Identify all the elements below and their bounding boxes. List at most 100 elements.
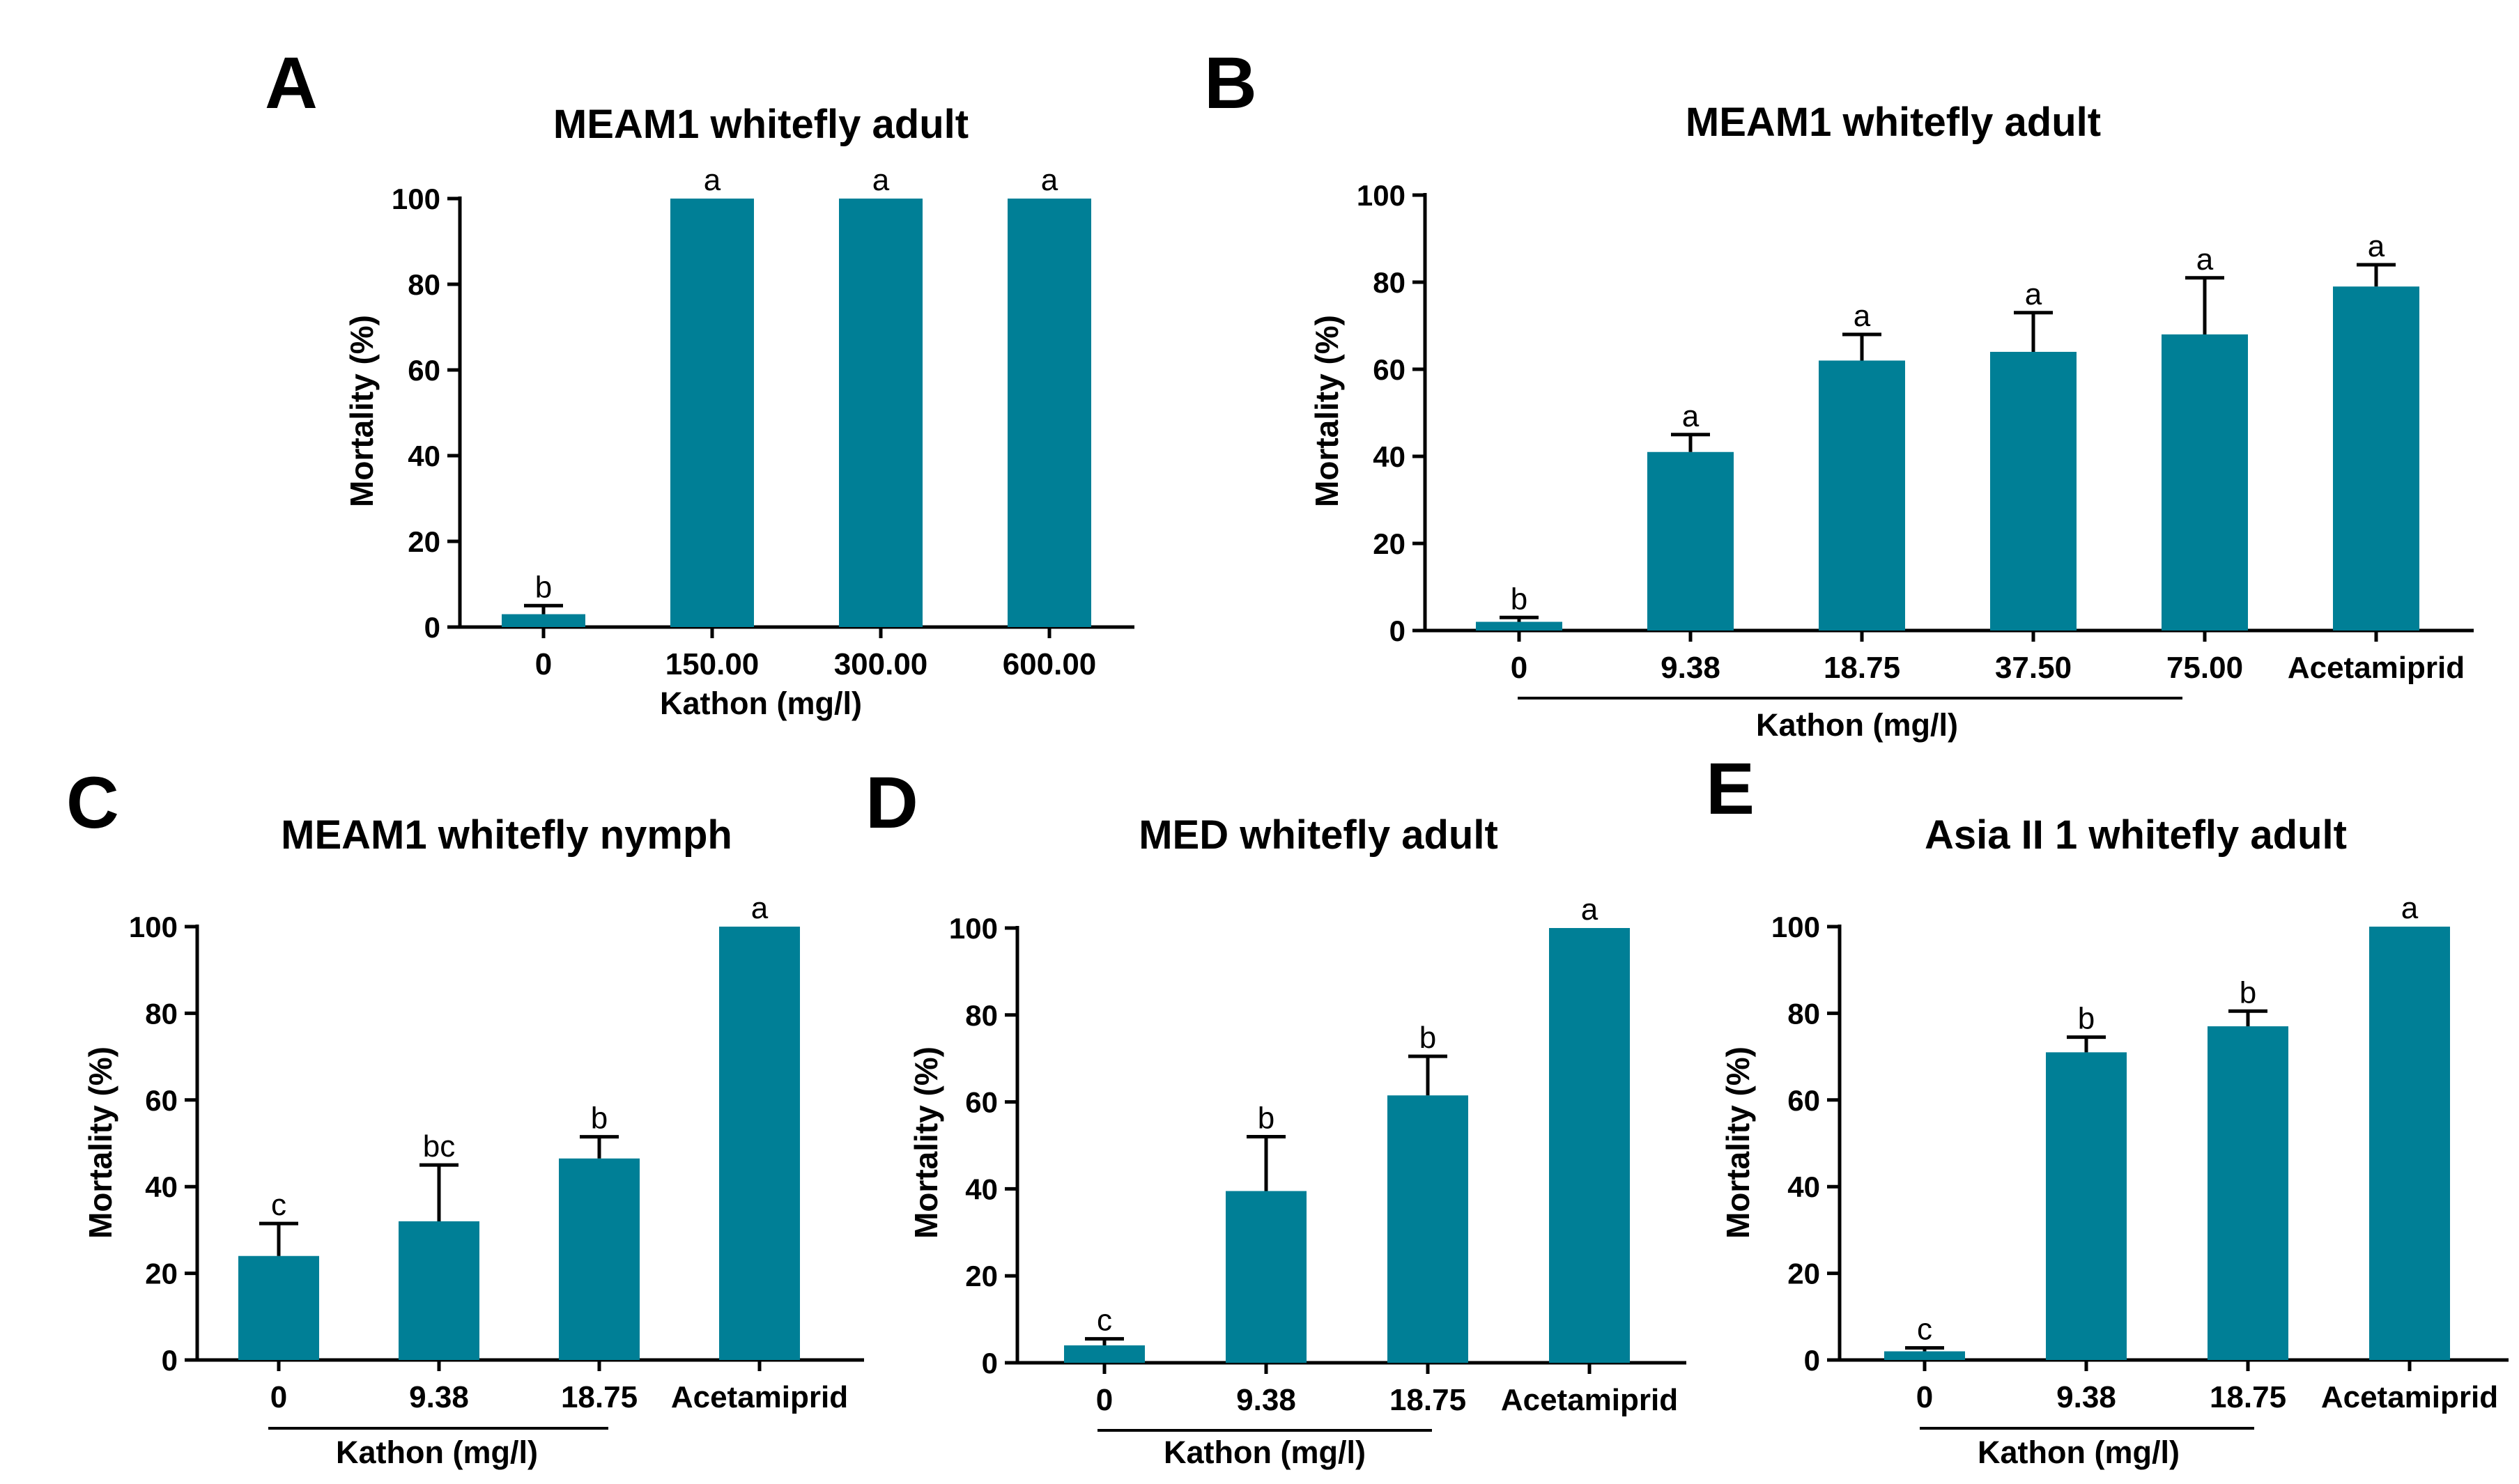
panel-c-bar bbox=[238, 1255, 319, 1360]
panel-c-category-label: Acetamiprid bbox=[671, 1380, 848, 1414]
panel-b-category-label: 37.50 bbox=[1995, 651, 2072, 685]
panel-a-y-tick-label: 40 bbox=[408, 440, 440, 472]
panel-a-bar bbox=[839, 199, 923, 627]
panel-d-significance-letter: b bbox=[1258, 1102, 1274, 1136]
panel-a-y-axis-label: Mortality (%) bbox=[344, 315, 380, 507]
panel-d-title: MED whitefly adult bbox=[1139, 812, 1498, 858]
panel-c: C MEAM1 whitefly nymph Mortality (%) Kat… bbox=[66, 762, 864, 1470]
panel-e-category-label: Acetamiprid bbox=[2321, 1380, 2498, 1414]
panel-c-significance-letter: bc bbox=[423, 1129, 455, 1164]
panel-letter-a: A bbox=[265, 42, 318, 124]
panel-e-y-tick-label: 20 bbox=[1787, 1258, 1820, 1290]
panel-c-significance-letter: c bbox=[271, 1188, 286, 1222]
panel-letter-b: B bbox=[1204, 42, 1257, 124]
panel-c-title: MEAM1 whitefly nymph bbox=[281, 812, 732, 858]
panel-c-category-label: 0 bbox=[270, 1380, 287, 1414]
panel-b-category-label: 75.00 bbox=[2166, 651, 2243, 685]
panel-e-bar bbox=[2369, 927, 2450, 1360]
panel-c-plot-area: 0 20 40 60 80 100 c 0 bc 9.38 b 18.75 a Acetamiprid bbox=[129, 891, 864, 1430]
panel-e-y-axis-label: Mortality (%) bbox=[1720, 1046, 1756, 1239]
panel-d-x-axis-label: Kathon (mg/l) bbox=[1164, 1435, 1366, 1470]
panel-b-y-tick-label: 0 bbox=[1389, 615, 1405, 647]
panel-e-bar bbox=[2208, 1026, 2288, 1360]
panel-b-bar bbox=[1990, 352, 2077, 631]
panel-b-title: MEAM1 whitefly adult bbox=[1686, 100, 2101, 145]
panel-e-y-tick-label: 0 bbox=[1804, 1344, 1820, 1377]
panel-e-plot-area: 0 20 40 60 80 100 c 0 b 9.38 b 18.75 a Acetamiprid bbox=[1771, 891, 2509, 1430]
panel-a-title: MEAM1 whitefly adult bbox=[553, 102, 969, 147]
panel-b-category-label: 9.38 bbox=[1661, 651, 1720, 685]
panel-c-y-tick-label: 40 bbox=[145, 1170, 178, 1203]
panel-e-significance-letter: b bbox=[2240, 975, 2256, 1010]
panel-a-plot-area: 0 20 40 60 80 100 b 0 a 150.00 a 300.00 a 600.00 bbox=[392, 163, 1134, 681]
panel-d-y-tick-label: 100 bbox=[949, 912, 998, 945]
panel-c-y-tick-label: 100 bbox=[129, 911, 178, 943]
panel-e-y-tick-label: 80 bbox=[1787, 997, 1820, 1030]
panel-d-y-tick-label: 80 bbox=[965, 999, 998, 1032]
panel-letter-e: E bbox=[1706, 748, 1755, 830]
panel-e-significance-letter: a bbox=[2401, 891, 2419, 925]
panel-b-significance-letter: a bbox=[2196, 242, 2214, 277]
panel-d-bar bbox=[1064, 1345, 1145, 1363]
panel-e-bar bbox=[2046, 1052, 2127, 1360]
panel-e-bar bbox=[1884, 1351, 1965, 1360]
panel-e-y-tick-label: 100 bbox=[1771, 911, 1820, 943]
panel-d-category-label: 9.38 bbox=[1236, 1383, 1296, 1417]
panel-c-y-tick-label: 0 bbox=[162, 1344, 178, 1377]
panel-b-bar bbox=[1476, 621, 1562, 631]
panel-a-category-label: 0 bbox=[535, 647, 552, 681]
panel-a-significance-letter: a bbox=[704, 163, 721, 197]
panel-c-x-axis-label: Kathon (mg/l) bbox=[336, 1435, 538, 1470]
panel-b-plot-area: 0 20 40 60 80 100 b 0 a 9.38 a 18.75 a 37.50 a 75.00 a Ac… bbox=[1357, 179, 2474, 700]
panel-d: D MED whitefly adult Mortality (%) Katho… bbox=[865, 762, 1686, 1470]
panel-d-y-tick-label: 0 bbox=[982, 1347, 998, 1379]
panel-c-y-tick-label: 60 bbox=[145, 1084, 178, 1117]
panel-d-y-axis-label: Mortality (%) bbox=[908, 1046, 944, 1239]
panel-d-category-label: 18.75 bbox=[1389, 1383, 1466, 1417]
panel-a: A MEAM1 whitefly adult Mortality (%) Kat… bbox=[265, 42, 1134, 721]
panel-a-significance-letter: a bbox=[1041, 163, 1058, 197]
panel-c-category-label: 9.38 bbox=[409, 1380, 469, 1414]
panel-a-category-label: 300.00 bbox=[834, 647, 928, 681]
panel-c-y-tick-label: 80 bbox=[145, 997, 178, 1030]
panel-d-bar bbox=[1549, 928, 1630, 1363]
panel-e-y-tick-label: 40 bbox=[1787, 1170, 1820, 1203]
panel-d-bar bbox=[1226, 1191, 1307, 1363]
panel-d-significance-letter: b bbox=[1419, 1021, 1436, 1055]
panel-d-significance-letter: a bbox=[1581, 892, 1599, 927]
panel-a-y-tick-label: 80 bbox=[408, 268, 440, 301]
panel-a-bar bbox=[502, 614, 585, 627]
panel-a-category-label: 150.00 bbox=[665, 647, 760, 681]
panel-c-bar bbox=[719, 927, 800, 1360]
panel-e-significance-letter: c bbox=[1917, 1313, 1932, 1347]
panel-e-category-label: 0 bbox=[1916, 1380, 1933, 1414]
panel-e-category-label: 18.75 bbox=[2210, 1380, 2286, 1414]
panel-b-bar bbox=[1647, 451, 1734, 631]
panel-b-significance-letter: a bbox=[1682, 399, 1700, 433]
panel-b: B MEAM1 whitefly adult Mortality (%) Kat… bbox=[1204, 42, 2474, 743]
panel-c-significance-letter: b bbox=[591, 1102, 608, 1136]
panel-b-significance-letter: a bbox=[2368, 229, 2385, 263]
panel-b-bar bbox=[1819, 360, 1905, 631]
panel-a-y-tick-label: 100 bbox=[392, 183, 440, 215]
panel-b-significance-letter: b bbox=[1511, 582, 1527, 616]
panel-b-y-axis-label: Mortality (%) bbox=[1309, 315, 1345, 507]
panel-e: E Asia II 1 whitefly adult Mortality (%)… bbox=[1706, 748, 2509, 1470]
panel-d-category-label: 0 bbox=[1096, 1383, 1113, 1417]
panel-b-bar bbox=[2162, 334, 2248, 631]
panel-c-bar bbox=[399, 1221, 479, 1360]
panel-b-bar bbox=[2333, 286, 2419, 631]
panel-e-y-tick-label: 60 bbox=[1787, 1084, 1820, 1117]
panel-d-y-tick-label: 20 bbox=[965, 1260, 998, 1292]
panel-letter-d: D bbox=[865, 762, 918, 844]
panel-d-y-tick-label: 40 bbox=[965, 1173, 998, 1205]
panel-a-category-label: 600.00 bbox=[1003, 647, 1097, 681]
panel-a-significance-letter: a bbox=[872, 163, 890, 197]
panel-b-y-tick-label: 40 bbox=[1373, 440, 1405, 473]
panel-a-y-tick-label: 60 bbox=[408, 354, 440, 387]
panel-b-significance-letter: a bbox=[1854, 299, 1871, 333]
panel-a-x-axis-label: Kathon (mg/l) bbox=[660, 686, 862, 721]
panel-c-bar bbox=[559, 1158, 640, 1360]
panel-c-y-axis-label: Mortality (%) bbox=[82, 1046, 118, 1239]
